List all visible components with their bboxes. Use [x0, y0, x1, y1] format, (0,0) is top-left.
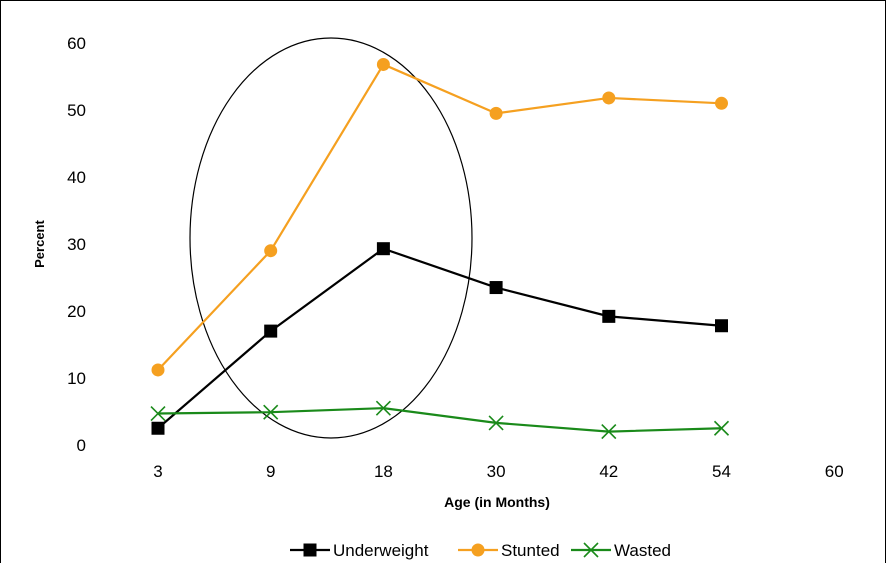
series-stunted: [151, 57, 728, 377]
series-line-stunted: [157, 63, 722, 371]
legend-item-wasted: Wasted: [571, 541, 671, 560]
data-point-underweight: [264, 324, 278, 338]
legend: Underweight Stunted Wasted: [290, 541, 671, 560]
y-tick-label: 60: [67, 34, 86, 53]
y-tick-label: 40: [67, 168, 86, 187]
y-tick-label: 10: [67, 369, 86, 388]
series-wasted: [150, 400, 730, 440]
y-tick-label: 50: [67, 101, 86, 120]
data-point-stunted: [376, 57, 390, 71]
x-tick-label: 9: [266, 462, 275, 481]
y-tick-label: 20: [67, 302, 86, 321]
x-tick-label: 54: [712, 462, 731, 481]
y-axis-ticks: 0 10 20 30 40 50 60: [67, 34, 86, 455]
x-tick-label: 30: [487, 462, 506, 481]
data-point-wasted: [263, 404, 279, 420]
legend-item-stunted: Stunted: [458, 541, 560, 560]
data-point-underweight: [715, 319, 728, 333]
data-point-underweight: [376, 242, 390, 256]
x-axis-label: Age (in Months): [444, 494, 550, 510]
legend-item-underweight: Underweight: [290, 541, 429, 560]
data-point-stunted: [151, 363, 165, 377]
legend-label-stunted: Stunted: [501, 541, 560, 560]
data-point-wasted: [713, 420, 730, 436]
data-point-underweight: [602, 309, 616, 323]
x-tick-label: 42: [599, 462, 618, 481]
data-point-underweight: [151, 421, 165, 435]
legend-marker-underweight: [303, 543, 317, 557]
y-tick-label: 0: [77, 436, 86, 455]
data-point-wasted: [488, 415, 504, 431]
data-point-stunted: [715, 96, 728, 110]
data-point-stunted: [489, 106, 503, 120]
series-line-wasted: [157, 407, 722, 433]
series-layer: [150, 57, 730, 440]
legend-marker-wasted: [583, 542, 599, 558]
x-tick-label: 18: [374, 462, 393, 481]
y-axis-label: Percent: [32, 219, 47, 267]
legend-label-wasted: Wasted: [614, 541, 671, 560]
series-underweight: [151, 242, 728, 435]
data-point-stunted: [602, 91, 616, 105]
data-point-wasted: [150, 405, 166, 422]
y-tick-label: 30: [67, 235, 86, 254]
x-tick-label: 60: [825, 462, 844, 481]
data-point-underweight: [489, 281, 503, 295]
legend-marker-stunted: [471, 543, 485, 557]
series-line-underweight: [157, 247, 722, 430]
legend-label-underweight: Underweight: [333, 541, 429, 560]
data-point-wasted: [601, 424, 617, 440]
highlight-ellipse: [189, 37, 473, 439]
data-point-stunted: [264, 244, 278, 258]
x-tick-label: 3: [153, 462, 162, 481]
x-axis-ticks: 3 9 18 30 42 54 60: [153, 462, 843, 481]
data-point-wasted: [375, 400, 391, 416]
